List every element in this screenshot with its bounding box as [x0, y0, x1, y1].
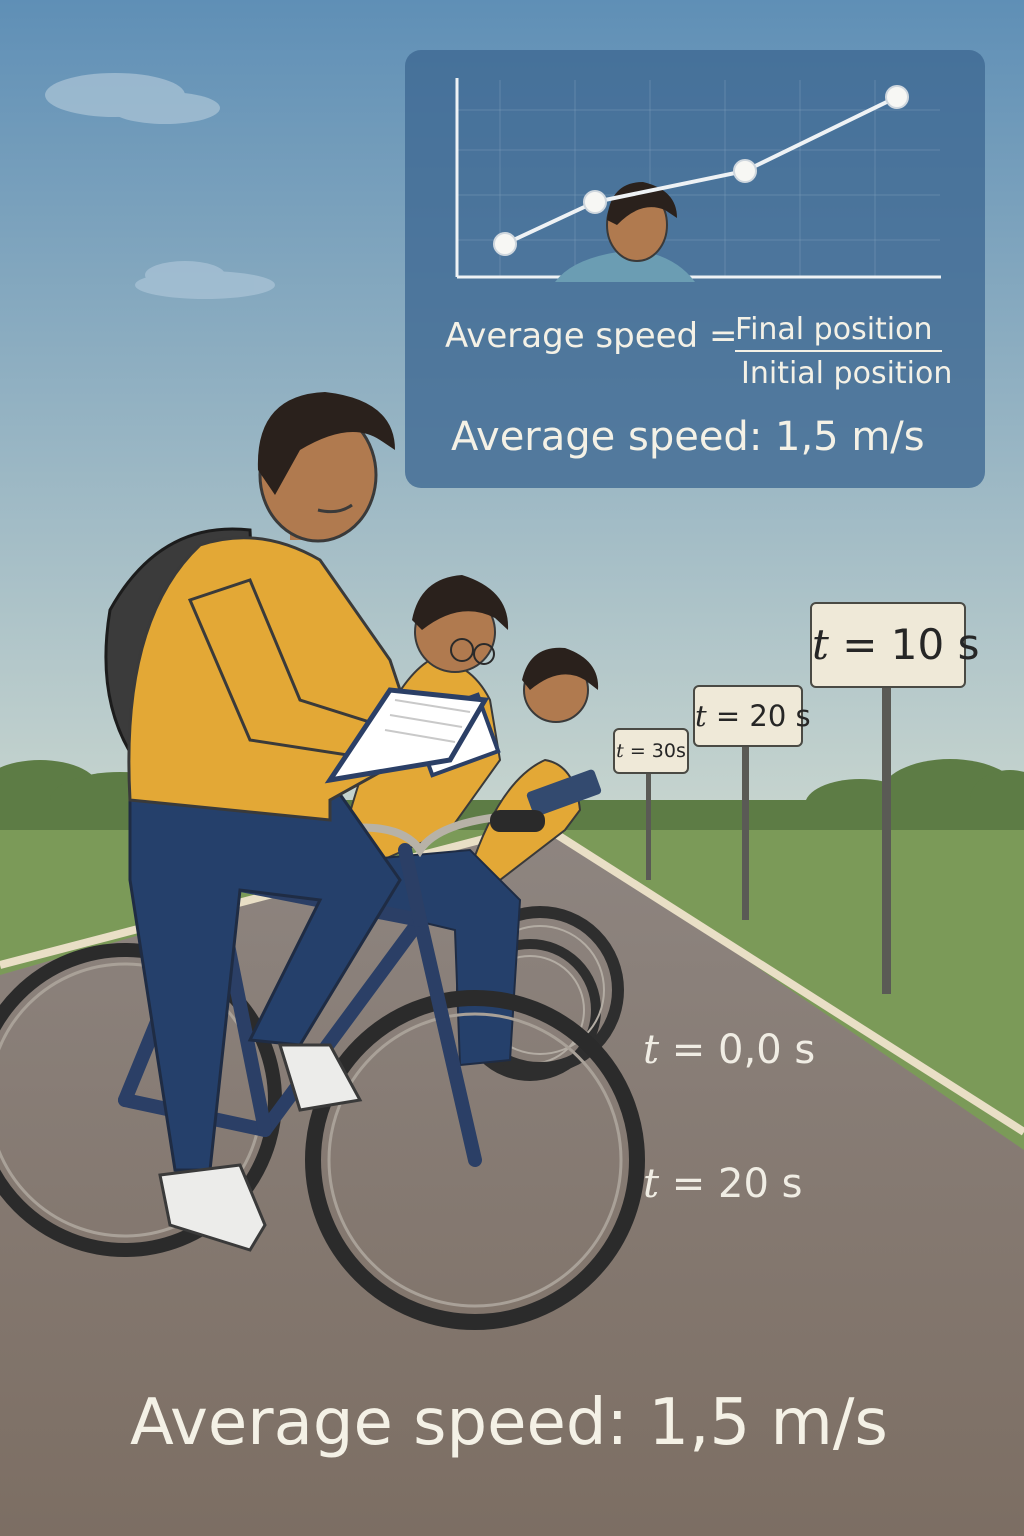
formula-lhs: Average speed =	[445, 316, 738, 356]
sign-time-value: = 30s	[629, 740, 686, 762]
road-time-value: = 20 s	[659, 1161, 803, 1207]
formula-denominator: Initial position	[741, 356, 953, 391]
road-time-value: = 0,0 s	[659, 1027, 816, 1073]
sign-time-value: = 20 s	[715, 699, 811, 733]
cloud	[45, 73, 275, 299]
road-edge-line	[553, 830, 1024, 1136]
road-time-variable: t	[643, 1027, 660, 1073]
info-panel	[405, 50, 985, 488]
chart-figure-shoulders	[555, 250, 695, 282]
formula-numerator: Final position	[735, 312, 933, 347]
bottom-average-speed: Average speed: 1,5 m/s	[130, 1386, 888, 1460]
average-speed-formula: Average speed = Final position Initial p…	[445, 312, 952, 396]
sign-time-variable: t	[812, 620, 829, 669]
panel-average-speed: Average speed: 1,5 m/s	[451, 414, 925, 460]
chart-point	[733, 159, 757, 183]
sign-post	[646, 682, 891, 994]
sign-time-variable: t	[616, 740, 624, 762]
road	[0, 832, 1024, 1536]
road-time-label-0s: t = 0,0 s	[643, 1027, 815, 1073]
time-sign-30s: t = 30s	[613, 728, 689, 774]
road-time-label-20s: t = 20 s	[643, 1161, 802, 1207]
road-time-variable: t	[643, 1161, 660, 1207]
sign-time-variable: t	[695, 699, 707, 733]
sign-time-value: = 10 s	[842, 620, 980, 669]
time-sign-10s: t = 10 s	[810, 602, 979, 688]
fraction-bar	[735, 350, 942, 352]
chart-point	[583, 190, 607, 214]
chart-figure-hair	[607, 182, 677, 225]
chart-series-line	[504, 95, 898, 246]
cyclist-front	[0, 392, 645, 1330]
chart-point	[493, 232, 517, 256]
position-time-chart	[455, 78, 941, 282]
time-sign-20s: t = 20 s	[693, 685, 811, 747]
chart-point	[885, 85, 909, 109]
